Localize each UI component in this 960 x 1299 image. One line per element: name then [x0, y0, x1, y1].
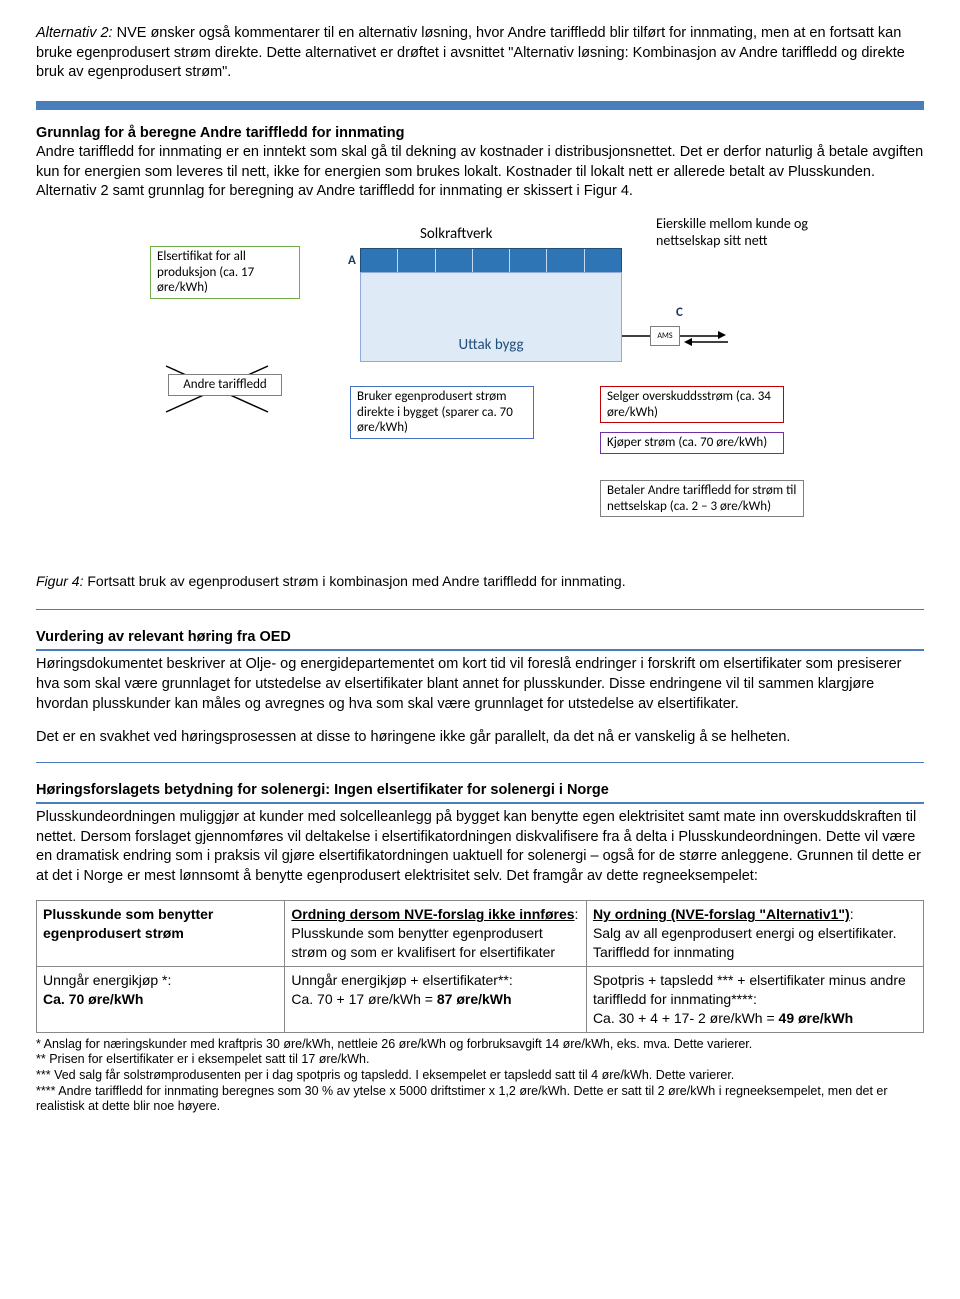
- figcap-label: Figur 4:: [36, 573, 83, 589]
- figure-4-diagram: A M B C AMS Solkraftverk Uttak bygg Else…: [120, 216, 840, 566]
- betydning-title: Høringsforslagets betydning for solenerg…: [36, 781, 924, 805]
- grunnlag-section: Grunnlag for å beregne Andre tariffledd …: [36, 124, 924, 202]
- solar-roof: [360, 248, 622, 274]
- marker-A: A: [348, 252, 356, 270]
- table-cell-r1c3: Ny ordning (NVE-forslag "Alternativ1"): …: [586, 901, 923, 967]
- table-cell-r2c2: Unngår energikjøp + elsertifikater**: Ca…: [285, 967, 587, 1033]
- ams-box: AMS: [650, 326, 680, 346]
- alt2-paragraph: Alternativ 2: NVE ønsker også kommentare…: [36, 24, 924, 83]
- footnote-3: *** Ved salg får solstrømprodusenten per…: [36, 1068, 924, 1084]
- alt2-text: NVE ønsker også kommentarer til en alter…: [36, 25, 905, 80]
- vurdering-p1: Høringsdokumentet beskriver at Olje- og …: [36, 655, 924, 714]
- table-cell-r2c3: Spotpris + tapsledd *** + elsertifikater…: [586, 967, 923, 1033]
- box-selger: Selger overskuddsstrøm (ca. 34 øre/kWh): [600, 386, 784, 423]
- footnote-1: * Anslag for næringskunder med kraftpris…: [36, 1037, 924, 1053]
- uttak-label: Uttak bygg: [361, 335, 621, 355]
- grunnlag-title: Grunnlag for å beregne Andre tariffledd …: [36, 125, 404, 141]
- vurdering-p2: Det er en svakhet ved høringsprosessen a…: [36, 728, 924, 748]
- footnotes: * Anslag for næringskunder med kraftpris…: [36, 1037, 924, 1115]
- alt2-label: Alternativ 2:: [36, 25, 113, 41]
- vurdering-title: Vurdering av relevant høring fra OED: [36, 628, 924, 652]
- figure-4-caption: Figur 4: Fortsatt bruk av egenprodusert …: [36, 572, 924, 591]
- comparison-table: Plusskunde som benytter egenprodusert st…: [36, 900, 924, 1032]
- eierskille-label: Eierskille mellom kunde og nettselskap s…: [656, 216, 816, 250]
- box-andre-tariffledd: Andre tariffledd: [168, 374, 282, 396]
- footnote-4: **** Andre tariffledd for innmating bere…: [36, 1084, 924, 1115]
- table-cell-r2c1: Unngår energikjøp *: Ca. 70 øre/kWh: [37, 967, 285, 1033]
- box-elsert: Elsertifikat for all produksjon (ca. 17 …: [150, 246, 300, 299]
- figcap-text: Fortsatt bruk av egenprodusert strøm i k…: [87, 573, 625, 589]
- box-kjoper: Kjøper strøm (ca. 70 øre/kWh): [600, 432, 784, 454]
- table-cell-r1c2: Ordning dersom NVE-forslag ikke innføres…: [285, 901, 587, 967]
- box-betaler: Betaler Andre tariffledd for strøm til n…: [600, 480, 804, 517]
- table-cell-r1c1: Plusskunde som benytter egenprodusert st…: [37, 901, 285, 967]
- footnote-2: ** Prisen for elsertifikater er i eksemp…: [36, 1052, 924, 1068]
- solkraftverk-label: Solkraftverk: [420, 224, 492, 244]
- marker-C: C: [676, 304, 683, 322]
- uttak-box: Uttak bygg: [360, 272, 622, 362]
- grunnlag-body: Andre tariffledd for innmating er en inn…: [36, 144, 923, 199]
- box-bruker: Bruker egenprodusert strøm direkte i byg…: [350, 386, 534, 439]
- betydning-body: Plusskundeordningen muliggjør at kunder …: [36, 808, 924, 886]
